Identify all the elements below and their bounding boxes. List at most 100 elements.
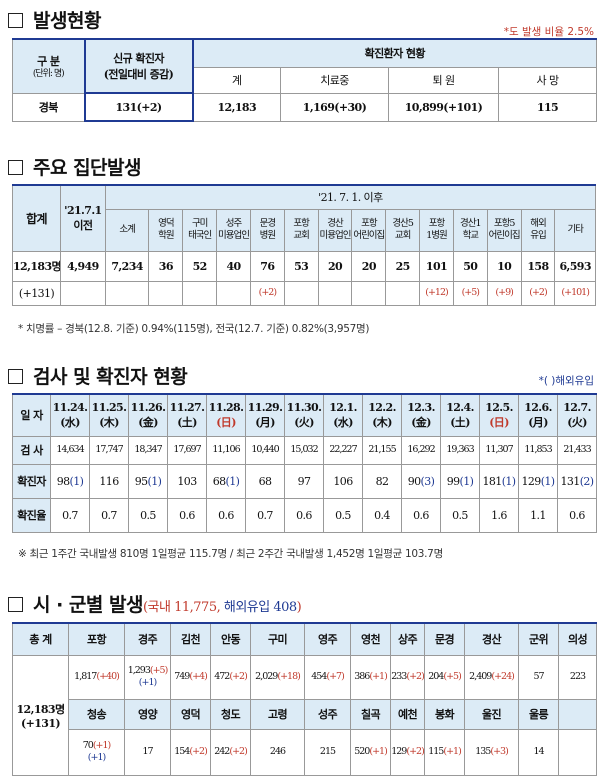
date-header: 12.1. (水) [323, 393, 363, 437]
region-overseas: (+1) [138, 677, 157, 688]
region-count: 246 [269, 746, 286, 757]
region-value-line: 154(+2) [172, 746, 210, 758]
region-name: 울진 [464, 698, 519, 730]
weekday-label: (日) [489, 415, 509, 429]
region-name: 경산 [464, 622, 519, 656]
rate-value: 0.6 [206, 497, 246, 533]
region-value: 246 [250, 728, 305, 776]
region-count: 204 [428, 671, 444, 682]
weekday-label: (火) [294, 415, 314, 429]
cluster-value: 101 [419, 250, 454, 282]
region-count: 749 [174, 671, 190, 682]
region-name [558, 698, 597, 730]
region-name: 경주 [124, 622, 171, 656]
date-header: 12.7. (火) [557, 393, 597, 437]
section-title-cluster: 주요 집단발생 [8, 153, 142, 180]
fatality-footnote: * 치명률 – 경북(12.8. 기준) 0.94%(115명), 전국(12.… [18, 323, 370, 335]
header-cluster-col-label: 포항 [361, 218, 377, 229]
date-header: 11.27. (土) [167, 393, 207, 437]
region-name: 포항 [68, 622, 125, 656]
region-value-line: 17 [126, 746, 170, 758]
region-value-line: 115(+1) [426, 746, 464, 758]
cluster-before-value: 4,949 [60, 250, 106, 282]
header-cluster-col-label: 경산 [327, 218, 343, 229]
header-cluster-col-label: 교회 [293, 230, 309, 241]
region-value-line: 135(+3) [466, 746, 518, 758]
tests-value: 19,363 [440, 435, 480, 465]
cluster-total-value: 12,183명 [11, 250, 62, 282]
weekday-label: (木) [372, 415, 392, 429]
confirmed-count: 68 [212, 474, 226, 488]
rate-value: 0.6 [557, 497, 597, 533]
regional-table: 총 계 포항 경주 김천 안동 구미 영주 영천 상주 문경 경산 군위 의성 12,183명 (+13… [12, 622, 597, 776]
confirmed-value: 131(2) [557, 463, 597, 499]
region-value: 70(+1) (+1) [68, 728, 125, 776]
rate-value: 0.7 [89, 497, 129, 533]
confirmed-count: 181 [482, 474, 503, 488]
header-cluster-col: 해외 유입 [520, 208, 556, 252]
region-count: 520 [354, 746, 370, 757]
subtitle-domestic: 국내 11,775, [147, 600, 221, 615]
header-cluster-col: 포항 어린이집 [351, 208, 387, 252]
cluster-diff: (+101) [554, 280, 596, 306]
confirmed-count: 98 [56, 474, 70, 488]
header-cluster-col-label: 학교 [462, 230, 479, 241]
overseas-count: (1) [69, 474, 84, 488]
date-header: 11.24. (水) [50, 393, 90, 437]
date-header: 11.25. (木) [89, 393, 129, 437]
tests-value: 11,307 [479, 435, 519, 465]
region-value-line: 70(+1) [70, 740, 124, 752]
table-row: 12,183명 (+131) 1,817(+40) 1,293(+5) (+1) 749… [12, 654, 597, 776]
region-value: 154(+2) [170, 728, 211, 776]
rate-value: 0.6 [167, 497, 207, 533]
cluster-diff [317, 280, 353, 306]
header-cluster-col-label: 해외 [530, 218, 546, 229]
region-value: 2,029(+18) [250, 654, 305, 700]
region-diff: (+2) [406, 746, 424, 757]
tests-value: 18,347 [128, 435, 168, 465]
region-value: 749(+4) [170, 654, 211, 700]
section-title-text: 발생현황 [33, 10, 101, 32]
overseas-count: (3) [420, 474, 435, 488]
region-value-line: 204(+5) [426, 671, 464, 683]
rate-value: 1.1 [518, 497, 558, 533]
region-name: 영덕 [170, 698, 211, 730]
region-count: 2,029 [255, 671, 278, 682]
region-value-line: 223 [560, 671, 596, 683]
region-value: 242(+2) [210, 728, 251, 776]
death-value: 115 [497, 92, 598, 122]
cluster-value: 50 [452, 250, 488, 282]
cluster-diff: (+12) [419, 280, 454, 306]
region-value: 129(+2) [390, 728, 425, 776]
cluster-diff [351, 280, 387, 306]
region-value-line: 2,409(+24) [466, 671, 518, 683]
region-name: 영주 [304, 622, 351, 656]
date-header: 12.2. (木) [362, 393, 402, 437]
weekday-label: (月) [255, 415, 275, 429]
confirmed-value: 90(3) [401, 463, 441, 499]
header-cluster-col: 포항 1병원 [419, 208, 454, 252]
region-count: 2,409 [469, 671, 492, 682]
date-header: 11.30. (火) [284, 393, 324, 437]
region-value: 17 [124, 728, 171, 776]
region-value: 215 [304, 728, 351, 776]
rate-value: 0.6 [401, 497, 441, 533]
weekday-label: (日) [216, 415, 236, 429]
region-diff: (+4) [189, 671, 207, 682]
region-name: 영양 [124, 698, 171, 730]
section-title-occurrence: 발생현황 [8, 6, 101, 33]
region-name: 문경 [424, 622, 465, 656]
date-label: 12.1. [329, 400, 357, 414]
region-count: 242 [214, 746, 230, 757]
date-header: 11.28. (日) [206, 393, 246, 437]
cluster-diff [182, 280, 218, 306]
region-value-line: 1,817(+40) [70, 671, 124, 683]
date-header: 12.6. (月) [518, 393, 558, 437]
confirmed-value: 97 [284, 463, 324, 499]
header-new-label: 신규 확진자 [113, 52, 164, 65]
section-title-regional: 시 · 군별 발생(국내 11,775, 해외유입 408) [8, 590, 302, 617]
header-cluster-col-label: 미용업인 [218, 230, 249, 241]
header-cluster-col-label: 유입 [530, 230, 546, 241]
region-value-line: 520(+1) [352, 746, 390, 758]
regional-total: 12,183명 (+131) [12, 654, 69, 776]
